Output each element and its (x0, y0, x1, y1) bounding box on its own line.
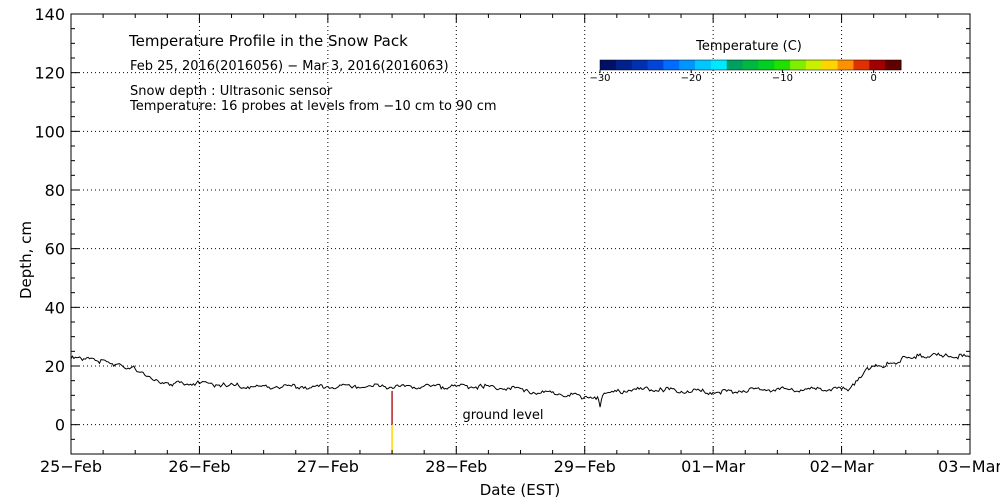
colorbar-tick-label: 0 (870, 73, 876, 84)
y-tick-label: 120 (34, 64, 65, 83)
colorbar-cell (679, 60, 696, 70)
chart-note-sensor: Snow depth : Ultrasonic sensor (130, 84, 333, 99)
colorbar-tick-label: −20 (681, 73, 702, 84)
colorbar-cell (853, 60, 870, 70)
colorbar-border (599, 59, 902, 71)
colorbar-cell (885, 60, 902, 70)
chart-title: Temperature Profile in the Snow Pack (128, 32, 408, 50)
x-tick-label: 29−Feb (554, 457, 616, 476)
x-tick-label: 01−Mar (681, 457, 745, 476)
series-layer (70, 352, 971, 454)
colorbar-cell (805, 60, 823, 70)
colorbar-cell (600, 60, 617, 70)
colorbar-cell (647, 60, 664, 70)
y-tick-label: 40 (45, 298, 65, 317)
x-tick-label: 02−Mar (810, 457, 874, 476)
x-tick-label: 03−Mar (938, 457, 1000, 476)
chart-note-probes: Temperature: 16 probes at levels from −1… (129, 99, 497, 114)
y-tick-label: 140 (34, 5, 65, 24)
y-axis-label: Depth, cm (17, 221, 35, 299)
snow-depth-line (70, 352, 971, 408)
grid-lines (71, 14, 970, 454)
y-tick-label: 60 (45, 240, 65, 259)
y-tick-label: 80 (45, 181, 65, 200)
colorbar-tick-label: −10 (772, 73, 793, 84)
x-tick-label: 25−Feb (40, 457, 102, 476)
colorbar-cell (742, 60, 759, 70)
colorbar-cell (821, 60, 839, 70)
colorbar-cell (774, 60, 791, 70)
colorbar-cell (695, 60, 712, 70)
colorbar-cell (631, 60, 649, 70)
colorbar-tick-label: −30 (589, 73, 610, 84)
x-tick-label: 27−Feb (297, 457, 359, 476)
ground-level-label: ground level (462, 408, 543, 423)
colorbar-cell (663, 60, 680, 70)
colorbar-cell (869, 60, 886, 70)
y-tick-label: 20 (45, 357, 65, 376)
colorbar-cell (758, 60, 775, 70)
colorbar-cell (710, 60, 728, 70)
x-axis-label: Date (EST) (480, 481, 561, 499)
colorbar-cell (726, 60, 744, 70)
y-tick-label: 0 (55, 416, 65, 435)
colorbar-title: Temperature (C) (695, 39, 802, 54)
colorbar-cell (790, 60, 807, 70)
tick-layer: 25−Feb 26−Feb 27−Feb 28−Feb 29−Feb 01−Mar 02−M… (34, 5, 1000, 476)
temperature-colorbar: Temperature (C) −30 −20 −10 0 (589, 39, 902, 84)
y-tick-label: 100 (34, 122, 65, 141)
chart-subtitle: Feb 25, 2016(2016056) − Mar 3, 2016(2016… (130, 59, 449, 74)
colorbar-cell (615, 60, 633, 70)
colorbar-cell (837, 60, 854, 70)
x-tick-label: 28−Feb (425, 457, 487, 476)
x-tick-label: 26−Feb (168, 457, 230, 476)
